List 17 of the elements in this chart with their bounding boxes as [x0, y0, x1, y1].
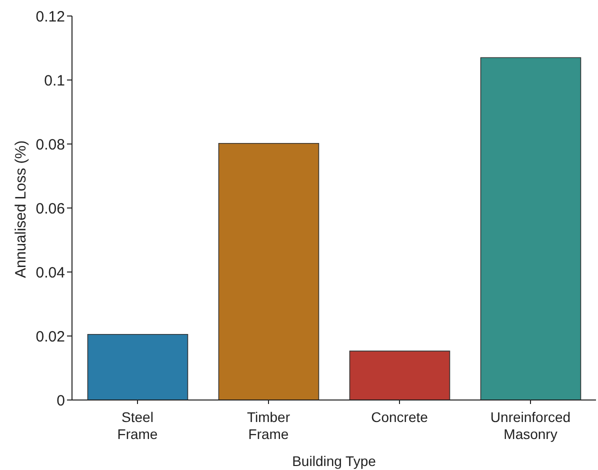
bar	[218, 142, 320, 400]
y-tick-label: 0.04	[36, 264, 65, 282]
y-tick-label: 0.06	[36, 200, 65, 218]
bar	[349, 350, 450, 400]
bar	[87, 334, 188, 400]
x-axis-title: Building Type	[292, 453, 376, 469]
x-tick-label: Timber Frame	[246, 409, 290, 442]
y-tick-label: 0.12	[36, 8, 65, 26]
y-tick-label: 0.08	[36, 136, 65, 154]
x-tick-label: Concrete	[371, 409, 428, 425]
y-axis-title: Annualised Loss (%)	[12, 140, 30, 278]
y-tick-label: 0	[56, 392, 65, 410]
y-tick-label: 0.1	[44, 72, 65, 90]
bar	[480, 57, 582, 400]
y-tick-label: 0.02	[36, 328, 65, 346]
x-tick-label: Unreinforced Masonry	[490, 409, 571, 442]
x-tick-label: Steel Frame	[117, 409, 158, 442]
